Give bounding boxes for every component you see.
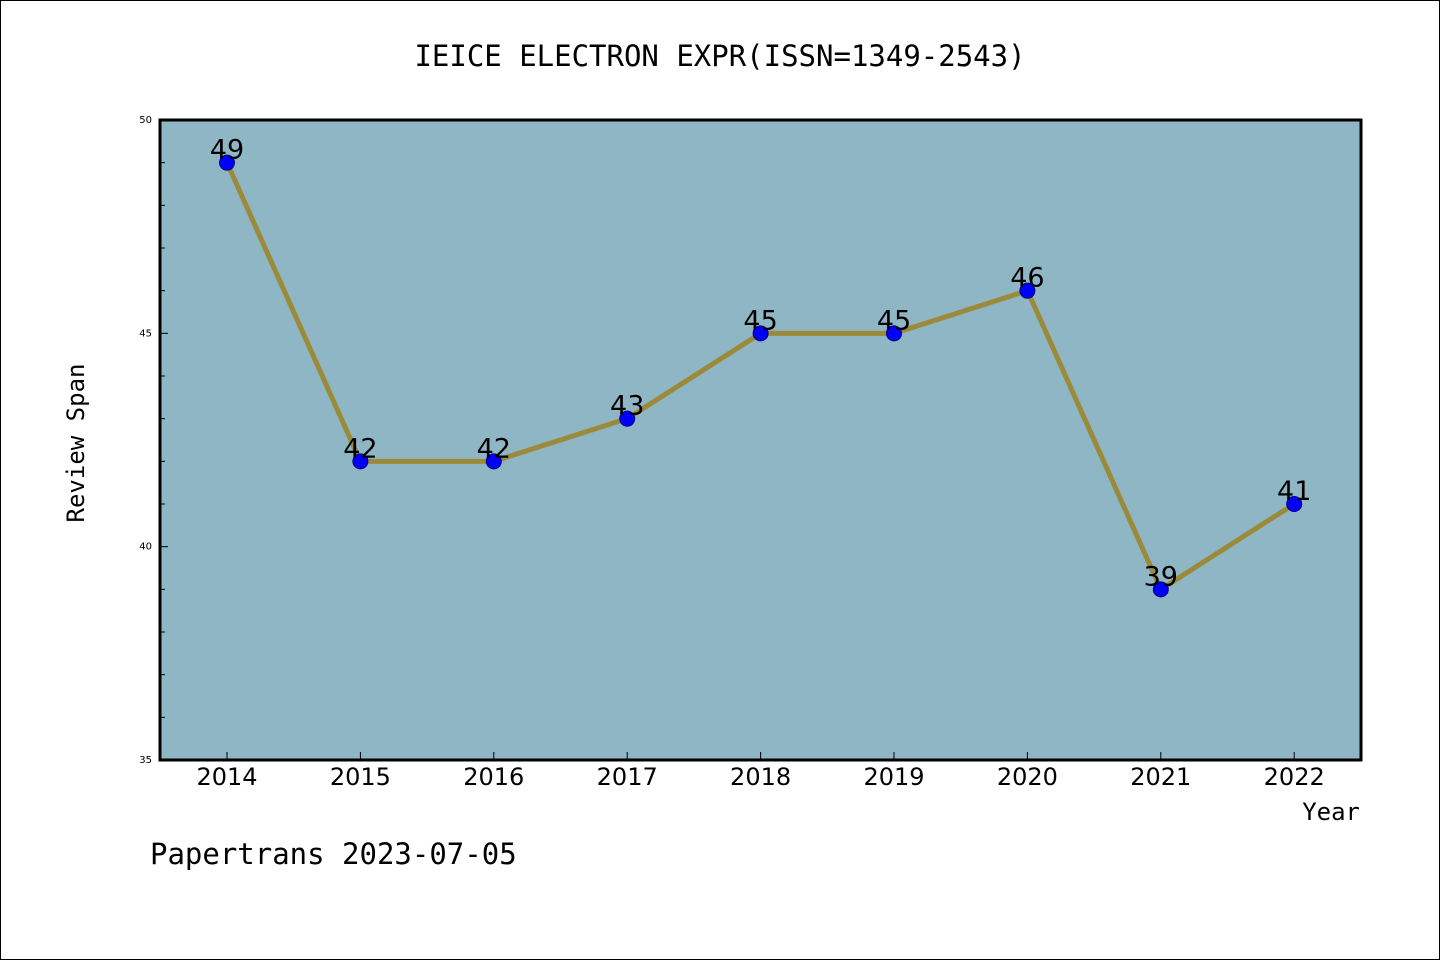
- footer-watermark: Papertrans 2023-07-05: [150, 837, 517, 871]
- x-axis-label: Year: [1302, 798, 1360, 826]
- y-tick-label: 40: [139, 542, 152, 553]
- data-label: 39: [1144, 561, 1178, 592]
- y-tick-label: 45: [139, 328, 152, 339]
- data-label: 46: [1010, 263, 1044, 294]
- x-tick-label: 2019: [863, 763, 924, 791]
- data-label: 45: [743, 305, 777, 336]
- y-axis-label: Review Span: [62, 364, 90, 523]
- data-label: 49: [210, 135, 244, 166]
- x-tick-label: 2022: [1264, 763, 1325, 791]
- x-tick-label: 2014: [196, 763, 257, 791]
- data-label: 42: [477, 433, 511, 464]
- data-label: 43: [610, 391, 644, 422]
- chart-title: IEICE ELECTRON EXPR(ISSN=1349-2543): [414, 39, 1025, 73]
- y-tick-label: 50: [139, 115, 152, 126]
- x-tick-label: 2015: [330, 763, 391, 791]
- x-tick-label: 2020: [997, 763, 1058, 791]
- data-label: 45: [877, 305, 911, 336]
- plot-area: [160, 120, 1361, 760]
- y-tick-label: 35: [139, 755, 152, 766]
- x-tick-label: 2018: [730, 763, 791, 791]
- x-tick-label: 2017: [597, 763, 658, 791]
- data-label: 42: [343, 433, 377, 464]
- x-tick-label: 2016: [463, 763, 524, 791]
- data-label: 41: [1277, 476, 1311, 507]
- x-tick-label: 2021: [1130, 763, 1191, 791]
